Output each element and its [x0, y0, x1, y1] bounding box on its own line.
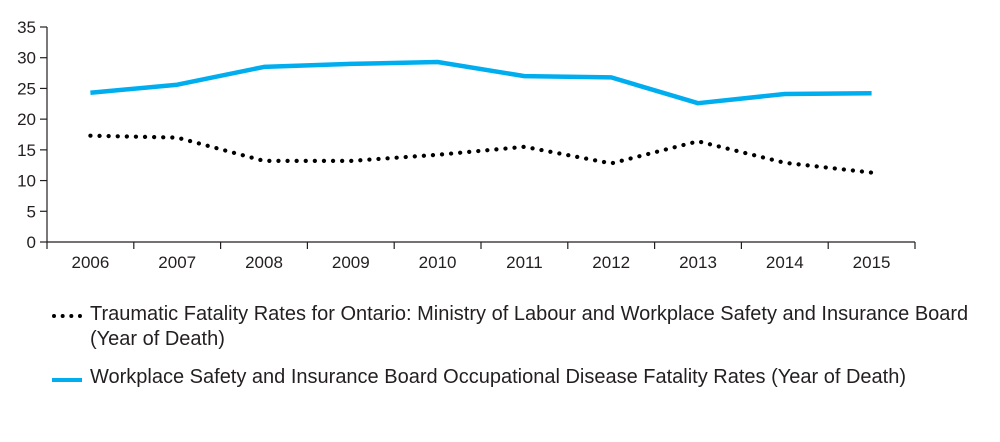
data-point-traumatic	[609, 161, 613, 165]
data-point-occupational	[262, 65, 266, 69]
data-point-traumatic	[696, 139, 700, 143]
y-tick-label: 5	[27, 202, 36, 221]
data-point-traumatic	[870, 171, 874, 175]
x-tick-label: 2012	[592, 253, 630, 272]
data-point-occupational	[609, 75, 613, 79]
y-tick-label: 20	[17, 110, 36, 129]
data-point-occupational	[349, 62, 353, 66]
data-point-traumatic	[88, 134, 92, 138]
y-tick-label: 10	[17, 172, 36, 191]
data-point-traumatic	[522, 145, 526, 149]
legend-label-traumatic: Traumatic Fatality Rates for Ontario: Mi…	[90, 303, 969, 350]
data-point-traumatic	[783, 161, 787, 165]
data-point-occupational	[870, 91, 874, 95]
line-chart: 0 5 10 15 20 25 30 35 2006 2007 2008 2009 2010 2011 20…	[17, 18, 916, 272]
y-tick-label: 35	[17, 18, 36, 37]
legend-swatch-dotted	[52, 314, 82, 318]
x-tick-label: 2011	[506, 253, 543, 272]
data-point-occupational	[696, 101, 700, 105]
chart-series	[88, 59, 874, 175]
data-point-occupational	[436, 60, 440, 64]
data-point-occupational	[522, 74, 526, 78]
y-tick-label: 30	[17, 49, 36, 68]
x-tick-label: 2015	[853, 253, 891, 272]
legend-item-traumatic: Traumatic Fatality Rates for Ontario: Mi…	[52, 302, 992, 352]
x-tick-label: 2013	[679, 253, 717, 272]
x-tick-label: 2009	[332, 253, 370, 272]
x-tick-label: 2010	[419, 253, 457, 272]
data-point-traumatic	[262, 159, 266, 163]
data-point-traumatic	[436, 153, 440, 157]
series-line-traumatic	[88, 133, 874, 175]
data-point-occupational	[88, 91, 92, 95]
data-point-traumatic	[349, 159, 353, 163]
y-tick-label: 25	[17, 79, 36, 98]
x-tick-label: 2008	[245, 253, 283, 272]
x-tick-label: 2007	[158, 253, 196, 272]
legend-swatch-solid	[52, 378, 82, 382]
chart-legend: Traumatic Fatality Rates for Ontario: Mi…	[52, 302, 992, 403]
data-point-occupational	[783, 92, 787, 96]
data-point-traumatic	[175, 136, 179, 140]
series-line-occupational	[90, 59, 872, 106]
x-tick-label: 2006	[71, 253, 109, 272]
chart-axes: 0 5 10 15 20 25 30 35 2006 2007 2008 2009 2010 2011 20…	[17, 18, 916, 272]
y-tick-label: 15	[17, 141, 36, 160]
data-point-occupational	[175, 83, 179, 87]
legend-label-occupational: Workplace Safety and Insurance Board Occ…	[90, 366, 906, 388]
legend-item-occupational: Workplace Safety and Insurance Board Occ…	[52, 365, 992, 390]
x-tick-label: 2014	[766, 253, 804, 272]
y-tick-label: 0	[27, 233, 36, 252]
